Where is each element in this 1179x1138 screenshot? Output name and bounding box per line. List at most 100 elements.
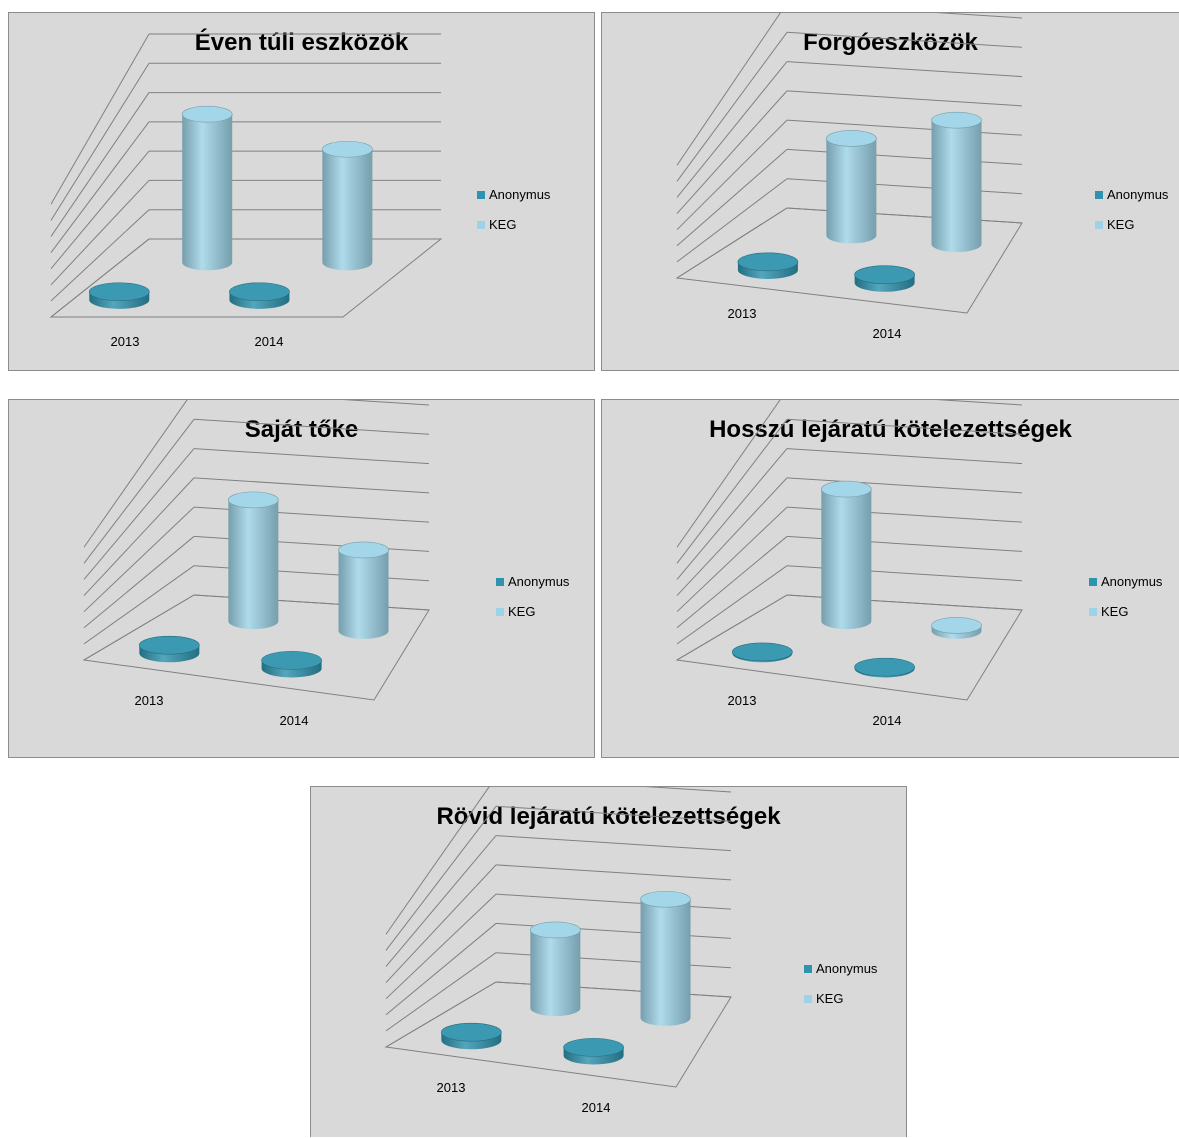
- bar-anonymus-2014: [854, 265, 915, 292]
- legend-swatch: [496, 578, 504, 586]
- side-gridline: [676, 31, 788, 182]
- bar-keg-2014: [338, 541, 389, 639]
- chart-canvas: 2013 2014 Anonymus KEG: [384, 787, 878, 1115]
- category-label: 2014: [873, 713, 902, 728]
- legend-label: Anonymus: [1101, 574, 1163, 589]
- back-gridline: [786, 178, 1023, 195]
- legend-label: KEG: [1107, 217, 1134, 232]
- chart-panel-sajat-toke: Saját tőke 2013 2014 Anonymus KEG: [8, 399, 595, 758]
- back-gridline: [786, 90, 1023, 107]
- chart-canvas: 2013 2014 Anonymus KEG: [675, 400, 1163, 728]
- side-gridline: [676, 536, 788, 629]
- legend-swatch: [477, 191, 485, 199]
- side-gridline: [676, 506, 788, 613]
- side-gridline: [676, 119, 788, 231]
- side-gridline: [676, 178, 788, 263]
- bar-anonymus-2013: [732, 642, 793, 663]
- bar-keg-2014: [322, 140, 373, 271]
- chart-title: Rövid lejáratú kötelezettségek: [436, 803, 781, 830]
- bar-keg-2013: [530, 921, 581, 1017]
- side-gridline: [676, 565, 788, 645]
- bar-anonymus-2013: [737, 252, 799, 279]
- side-gridline: [385, 864, 497, 983]
- chart-title: Hosszú lejáratú kötelezettségek: [709, 416, 1072, 443]
- chart-title: Saját tőke: [244, 416, 359, 443]
- bar-anonymus-2013: [139, 635, 200, 663]
- bar-anonymus-2013: [88, 282, 150, 309]
- bar-keg-2013: [228, 491, 279, 630]
- side-gridline: [385, 923, 497, 1016]
- side-gridline: [676, 418, 788, 564]
- side-gridline: [83, 477, 195, 596]
- side-gridline: [50, 121, 150, 253]
- bar-anonymus-2014: [229, 282, 290, 309]
- bar-anonymus-2014: [563, 1038, 624, 1065]
- back-gridline: [786, 148, 1023, 165]
- side-gridline: [676, 477, 788, 596]
- bar-anonymus-2014: [854, 657, 915, 678]
- chart-canvas: 2013 2014 Anonymus KEG: [82, 400, 570, 728]
- chart-panel-forgoeszkozok: Forgóeszközök 2013 2014 Anonymus KEG: [601, 12, 1179, 371]
- side-gridline: [83, 565, 195, 645]
- category-label: 2014: [873, 326, 902, 341]
- legend-label: KEG: [508, 604, 535, 619]
- legend-swatch: [1095, 221, 1103, 229]
- side-gridline: [50, 180, 150, 286]
- back-gridline: [342, 400, 430, 406]
- side-gridline: [50, 238, 150, 318]
- side-gridline: [50, 63, 150, 221]
- side-gridline: [50, 150, 150, 269]
- legend-label: Anonymus: [508, 574, 570, 589]
- legend-swatch: [1089, 578, 1097, 586]
- side-gridline: [676, 594, 788, 661]
- side-gridline: [50, 209, 150, 302]
- back-gridline: [193, 477, 430, 494]
- back-gridline: [644, 787, 732, 793]
- back-gridline: [786, 207, 1023, 224]
- side-gridline: [50, 92, 150, 237]
- legend-swatch: [1089, 608, 1097, 616]
- legend-swatch: [477, 221, 485, 229]
- legend-label: KEG: [1101, 604, 1128, 619]
- chart-canvas: 2013 2014 Anonymus KEG: [675, 13, 1169, 341]
- back-gridline: [193, 448, 430, 465]
- category-label: 2014: [280, 713, 309, 728]
- category-label: 2013: [728, 693, 757, 708]
- back-gridline: [495, 805, 732, 822]
- category-label: 2013: [728, 306, 757, 321]
- back-gridline: [193, 418, 430, 435]
- back-gridline: [935, 13, 1023, 19]
- bar-keg-2014: [640, 890, 691, 1026]
- side-gridline: [676, 149, 788, 247]
- legend-label: Anonymus: [816, 961, 878, 976]
- legend-swatch: [496, 608, 504, 616]
- side-gridline: [50, 33, 150, 205]
- bar-keg-2013: [826, 130, 877, 244]
- back-gridline: [495, 893, 732, 910]
- side-gridline: [83, 400, 188, 548]
- back-gridline: [495, 864, 732, 881]
- chart-panel-hosszu-lejaratu-kotelezettsegek: Hosszú lejáratú kötelezettségek 2013 2014…: [601, 399, 1179, 758]
- legend-label: KEG: [489, 217, 516, 232]
- side-gridline: [385, 805, 497, 951]
- category-label: 2013: [135, 693, 164, 708]
- back-gridline: [786, 477, 1023, 494]
- side-gridline: [385, 981, 497, 1048]
- back-gridline: [786, 448, 1023, 465]
- side-gridline: [83, 594, 195, 661]
- category-label: 2013: [111, 334, 140, 349]
- back-gridline: [786, 61, 1023, 78]
- chart-panel-even-tuli-eszkozok: Éven túli eszközök 2013 2014 Anonymus KEG: [8, 12, 595, 371]
- legend-swatch: [804, 995, 812, 1003]
- side-gridline: [676, 400, 781, 548]
- legend-swatch: [804, 965, 812, 973]
- side-gridline: [385, 893, 497, 1000]
- category-label: 2014: [255, 334, 284, 349]
- legend-swatch: [1095, 191, 1103, 199]
- legend-label: KEG: [816, 991, 843, 1006]
- bar-keg-2014: [931, 111, 982, 253]
- back-gridline: [495, 835, 732, 852]
- back-gridline: [786, 119, 1023, 136]
- side-gridline: [385, 787, 490, 935]
- chart-panel-rovid-lejaratu-kotelezettsegek: Rövid lejáratú kötelezettségek 2013 2014 A…: [310, 786, 907, 1137]
